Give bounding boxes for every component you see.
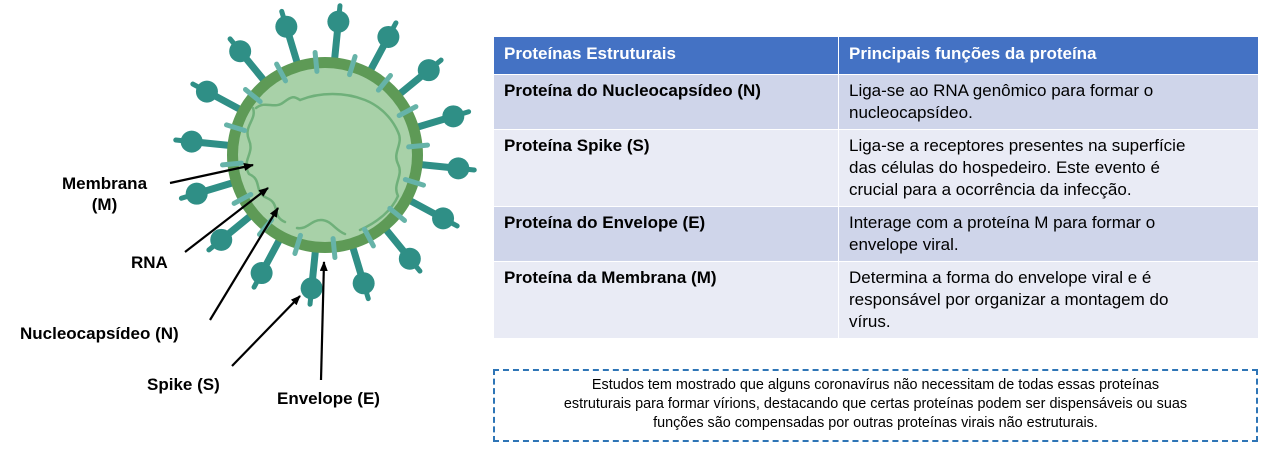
membrane-protein	[387, 205, 408, 223]
protein-name: Proteína Spike (S)	[493, 129, 839, 207]
viral-interior	[238, 68, 412, 242]
spike-protein	[381, 224, 423, 274]
arrow-membrane	[169, 162, 254, 185]
membrane-protein	[375, 72, 393, 93]
membrane-protein	[274, 61, 289, 84]
spike-protein	[178, 178, 239, 205]
note-box: Estudos tem mostrado que alguns coronaví…	[493, 369, 1258, 442]
membrane-protein	[242, 87, 263, 105]
label-arrows	[169, 162, 328, 381]
protein-function: Liga-se ao RNA genômico para formar o nu…	[838, 74, 1259, 130]
spike-protein	[227, 36, 269, 86]
table-row: Proteína do Envelope (E) Interage com a …	[493, 206, 1259, 262]
membrane-protein	[219, 160, 244, 168]
spike-protein	[404, 195, 460, 230]
arrow-rna	[184, 187, 269, 253]
table-row: Proteína Spike (S) Liga-se a receptores …	[493, 129, 1259, 207]
membrane-protein	[406, 142, 431, 150]
spike-protein	[365, 20, 400, 76]
arrow-envelope	[319, 261, 328, 381]
spike-proteins	[173, 3, 477, 307]
membrane-protein	[223, 122, 248, 133]
membrane-proteins	[219, 49, 431, 261]
arrow-nucleocapsid	[209, 207, 279, 321]
spike-protein	[206, 211, 256, 253]
structural-proteins-table: Proteínas Estruturais Principais funções…	[493, 36, 1259, 339]
protein-function: Liga-se a receptores presentes na superf…	[838, 129, 1259, 207]
table-header-row: Proteínas Estruturais Principais funções…	[493, 36, 1259, 75]
arrow-spike	[231, 295, 301, 367]
table-row: Proteína da Membrana (M) Determina a for…	[493, 261, 1259, 339]
label-envelope: Envelope (E)	[277, 389, 380, 408]
membrane-protein	[292, 232, 303, 257]
coronavirus-illustration	[169, 3, 477, 381]
spike-protein	[394, 57, 444, 99]
membrane-protein	[361, 226, 376, 249]
label-spike: Spike (S)	[147, 375, 220, 394]
protein-name: Proteína da Membrana (M)	[493, 261, 839, 339]
protein-function: Determina a forma do envelope viral e é …	[838, 261, 1259, 339]
spike-protein	[275, 8, 302, 69]
header-structural-proteins: Proteínas Estruturais	[493, 36, 839, 75]
membrane-protein	[231, 191, 254, 206]
header-main-functions: Principais funções da proteína	[838, 36, 1259, 75]
protein-name: Proteína do Nucleocapsídeo (N)	[493, 74, 839, 130]
spike-protein	[348, 241, 375, 302]
spike-protein	[300, 245, 323, 307]
label-nucleocapsid: Nucleocapsídeo (N)	[20, 324, 179, 343]
spike-protein	[190, 80, 246, 115]
spike-protein	[173, 130, 235, 153]
label-rna: RNA	[131, 253, 168, 272]
membrane-protein	[312, 49, 320, 74]
spike-protein	[415, 157, 477, 180]
spike-protein	[411, 105, 472, 132]
protein-function: Interage com a proteína M para formar o …	[838, 206, 1259, 262]
rna-strand	[245, 92, 401, 236]
table-row: Proteína do Nucleocapsídeo (N) Liga-se a…	[493, 74, 1259, 130]
spike-protein	[250, 234, 285, 290]
membrane-protein	[330, 236, 338, 261]
membrane-protein	[402, 177, 427, 188]
membrane-protein	[396, 104, 419, 119]
spike-protein	[327, 3, 350, 65]
membrane-protein	[347, 53, 358, 78]
protein-name: Proteína do Envelope (E)	[493, 206, 839, 262]
label-membrane: Membrana (M)	[62, 174, 148, 214]
